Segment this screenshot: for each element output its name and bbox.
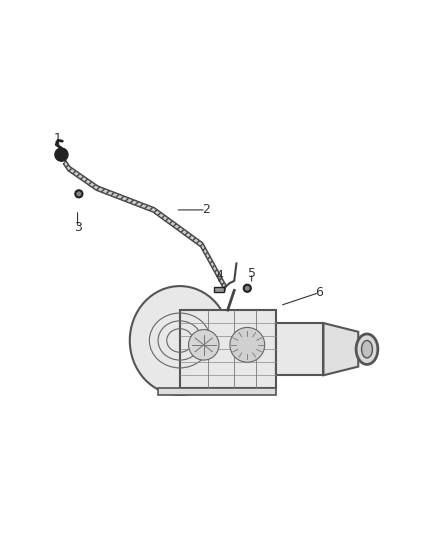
Ellipse shape xyxy=(130,286,230,395)
Polygon shape xyxy=(64,160,226,290)
Circle shape xyxy=(244,284,251,292)
Text: 6: 6 xyxy=(315,286,323,299)
Ellipse shape xyxy=(361,341,372,358)
Circle shape xyxy=(188,329,219,360)
Text: 4: 4 xyxy=(215,269,223,282)
Circle shape xyxy=(55,148,68,161)
Circle shape xyxy=(75,190,83,198)
Text: 3: 3 xyxy=(74,221,81,234)
FancyBboxPatch shape xyxy=(276,323,323,375)
Circle shape xyxy=(230,327,265,362)
Polygon shape xyxy=(323,323,358,375)
Ellipse shape xyxy=(356,334,378,365)
FancyBboxPatch shape xyxy=(180,310,276,389)
FancyBboxPatch shape xyxy=(214,287,224,292)
Text: 1: 1 xyxy=(54,132,62,144)
Circle shape xyxy=(77,192,81,196)
Text: 5: 5 xyxy=(247,266,256,279)
Polygon shape xyxy=(158,389,276,395)
Circle shape xyxy=(246,287,249,290)
Text: 2: 2 xyxy=(202,204,210,216)
